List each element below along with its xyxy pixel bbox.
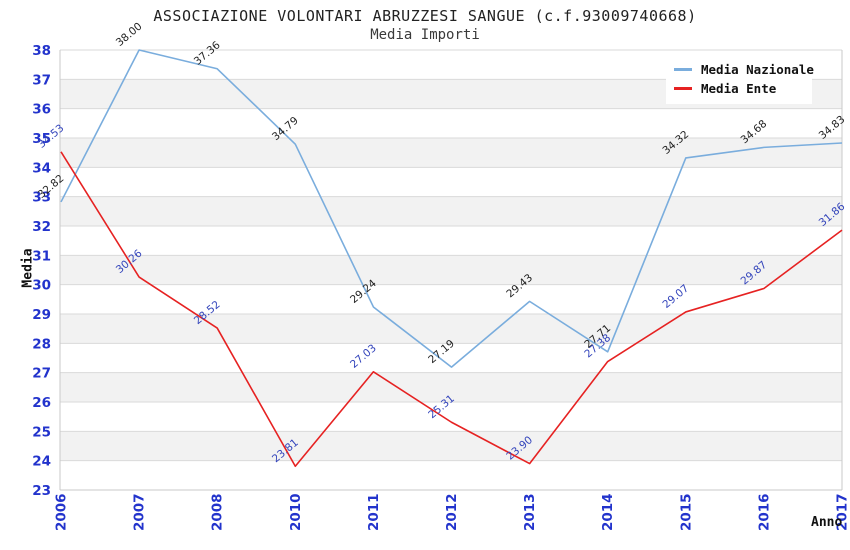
svg-text:2013: 2013	[522, 493, 538, 531]
legend-item-media-ente: Media Ente	[674, 79, 812, 98]
svg-text:35: 35	[32, 131, 51, 147]
svg-text:29: 29	[32, 307, 51, 323]
svg-text:2007: 2007	[132, 493, 148, 531]
svg-text:37: 37	[32, 72, 51, 88]
chart-title: ASSOCIAZIONE VOLONTARI ABRUZZESI SANGUE …	[153, 7, 697, 25]
svg-text:23: 23	[32, 483, 51, 499]
svg-text:38.00: 38.00	[114, 20, 145, 49]
svg-text:31: 31	[32, 248, 51, 264]
svg-text:38: 38	[32, 43, 51, 59]
svg-text:25: 25	[32, 424, 51, 440]
x-axis-title: Anno	[811, 515, 843, 530]
svg-text:2017: 2017	[835, 493, 850, 531]
svg-text:27.03: 27.03	[348, 342, 379, 371]
svg-text:33: 33	[32, 190, 51, 206]
media-nazionale-line-swatch-icon	[674, 68, 692, 71]
svg-text:34: 34	[32, 160, 51, 176]
svg-text:2012: 2012	[444, 493, 460, 531]
svg-text:2011: 2011	[366, 493, 382, 531]
svg-text:2016: 2016	[756, 493, 772, 531]
svg-text:2008: 2008	[210, 493, 226, 531]
legend-label: Media Ente	[701, 81, 777, 96]
svg-text:24: 24	[32, 454, 51, 470]
svg-text:29.07: 29.07	[661, 282, 692, 311]
media-ente-line-swatch-icon	[674, 87, 692, 90]
chart-subtitle: Media Importi	[370, 27, 480, 43]
svg-text:2015: 2015	[678, 493, 694, 531]
legend-item-media-nazionale: Media Nazionale	[674, 60, 814, 79]
svg-text:26: 26	[32, 395, 51, 411]
svg-text:27: 27	[32, 366, 51, 382]
svg-text:28: 28	[32, 336, 51, 352]
svg-text:2010: 2010	[288, 493, 304, 531]
svg-text:37.36: 37.36	[192, 39, 223, 68]
svg-text:2014: 2014	[600, 493, 616, 531]
svg-text:2006: 2006	[54, 493, 70, 531]
svg-text:32: 32	[32, 219, 51, 235]
legend-label: Media Nazionale	[701, 62, 814, 77]
legend: Media Nazionale Media Ente	[666, 54, 814, 104]
y-axis-title: Media	[20, 248, 36, 288]
svg-text:30: 30	[32, 278, 51, 294]
svg-text:36: 36	[32, 102, 51, 118]
